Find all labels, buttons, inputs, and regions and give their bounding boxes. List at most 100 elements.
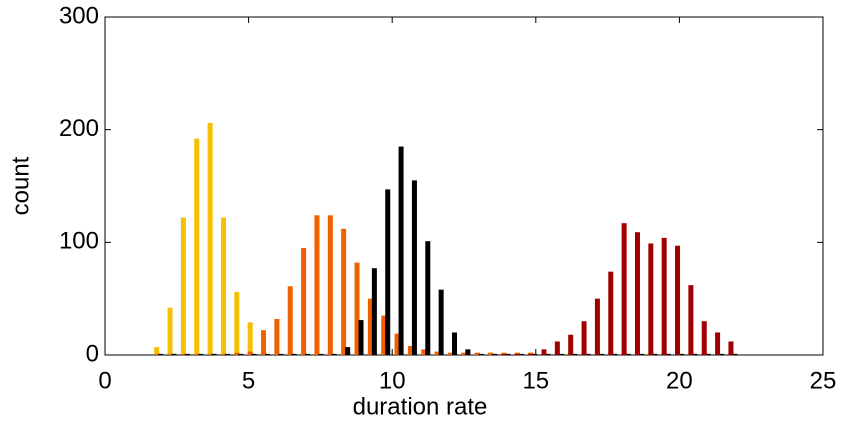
- bar: [291, 353, 297, 355]
- bar: [158, 353, 164, 355]
- bar: [679, 353, 685, 355]
- bar: [381, 315, 387, 355]
- bar: [554, 341, 560, 355]
- bar: [532, 353, 538, 355]
- bar: [728, 341, 734, 355]
- bar: [465, 349, 471, 355]
- bar: [585, 353, 591, 355]
- bar: [198, 353, 204, 355]
- bar: [341, 228, 347, 355]
- bar: [434, 351, 440, 355]
- bar: [238, 353, 244, 355]
- x-axis-label: duration rate: [353, 393, 488, 420]
- bar: [448, 352, 454, 355]
- y-tick-label: 200: [59, 115, 99, 142]
- bar: [247, 351, 253, 355]
- bar: [625, 353, 631, 355]
- y-tick-label: 300: [59, 2, 99, 29]
- bar: [652, 353, 658, 355]
- bar: [305, 353, 311, 355]
- x-tick-label: 5: [242, 367, 255, 394]
- bar: [505, 353, 511, 355]
- bar: [474, 352, 480, 355]
- bar: [265, 353, 271, 355]
- bar: [407, 345, 413, 355]
- bar: [287, 286, 293, 355]
- bar: [608, 271, 614, 355]
- bar: [558, 353, 564, 355]
- bar: [345, 347, 351, 355]
- bar: [572, 353, 578, 355]
- bar: [398, 146, 404, 355]
- x-tick-label: 0: [98, 367, 111, 394]
- bar: [732, 353, 738, 355]
- bar: [692, 353, 698, 355]
- bar: [327, 215, 333, 355]
- bar: [638, 353, 644, 355]
- bar: [438, 289, 444, 355]
- bar: [367, 298, 373, 355]
- bar: [719, 353, 725, 355]
- bar: [612, 353, 618, 355]
- bar: [318, 353, 324, 355]
- bar: [621, 223, 627, 355]
- x-tick-label: 20: [666, 367, 693, 394]
- bar: [314, 215, 320, 355]
- plot-frame: [104, 16, 824, 356]
- bar: [715, 332, 721, 355]
- x-tick-label: 25: [810, 367, 837, 394]
- bar: [274, 318, 280, 355]
- bar: [568, 334, 574, 355]
- bar: [634, 232, 640, 355]
- bar: [688, 285, 694, 355]
- bar: [394, 333, 400, 355]
- bar: [154, 347, 160, 355]
- x-tick-label: 10: [379, 367, 406, 394]
- bar: [501, 353, 507, 355]
- bar: [528, 353, 534, 355]
- y-tick-label: 100: [59, 228, 99, 255]
- bar: [234, 291, 240, 355]
- bar: [411, 180, 417, 355]
- bar: [207, 122, 213, 355]
- bar: [425, 241, 431, 355]
- bar: [331, 353, 337, 355]
- bar: [220, 353, 226, 355]
- bar: [371, 268, 377, 355]
- bar: [358, 320, 364, 355]
- bar: [675, 245, 681, 355]
- bar: [705, 353, 711, 355]
- bar: [278, 353, 284, 355]
- bar: [541, 349, 547, 355]
- y-tick-label: 0: [86, 340, 99, 367]
- bar: [492, 353, 498, 355]
- bar: [211, 353, 217, 355]
- bar: [167, 307, 173, 355]
- bar: [194, 138, 200, 355]
- y-axis-label: count: [7, 156, 34, 215]
- bar: [598, 353, 604, 355]
- bar: [234, 352, 240, 355]
- bar: [385, 189, 391, 355]
- x-tick-label: 15: [522, 367, 549, 394]
- bar: [421, 349, 427, 355]
- bar: [701, 321, 707, 355]
- bar: [518, 353, 524, 355]
- bar: [665, 353, 671, 355]
- bar: [154, 353, 160, 355]
- bar: [545, 353, 551, 355]
- bar: [301, 247, 307, 355]
- bar: [207, 353, 213, 355]
- bar: [180, 217, 186, 355]
- bar: [661, 237, 667, 355]
- bar: [354, 262, 360, 355]
- bar: [514, 353, 520, 355]
- bar: [184, 353, 190, 355]
- bar: [167, 353, 173, 355]
- bar: [648, 243, 654, 355]
- bar: [171, 353, 177, 355]
- bar: [251, 353, 257, 355]
- bar: [220, 217, 226, 355]
- bar: [261, 330, 267, 355]
